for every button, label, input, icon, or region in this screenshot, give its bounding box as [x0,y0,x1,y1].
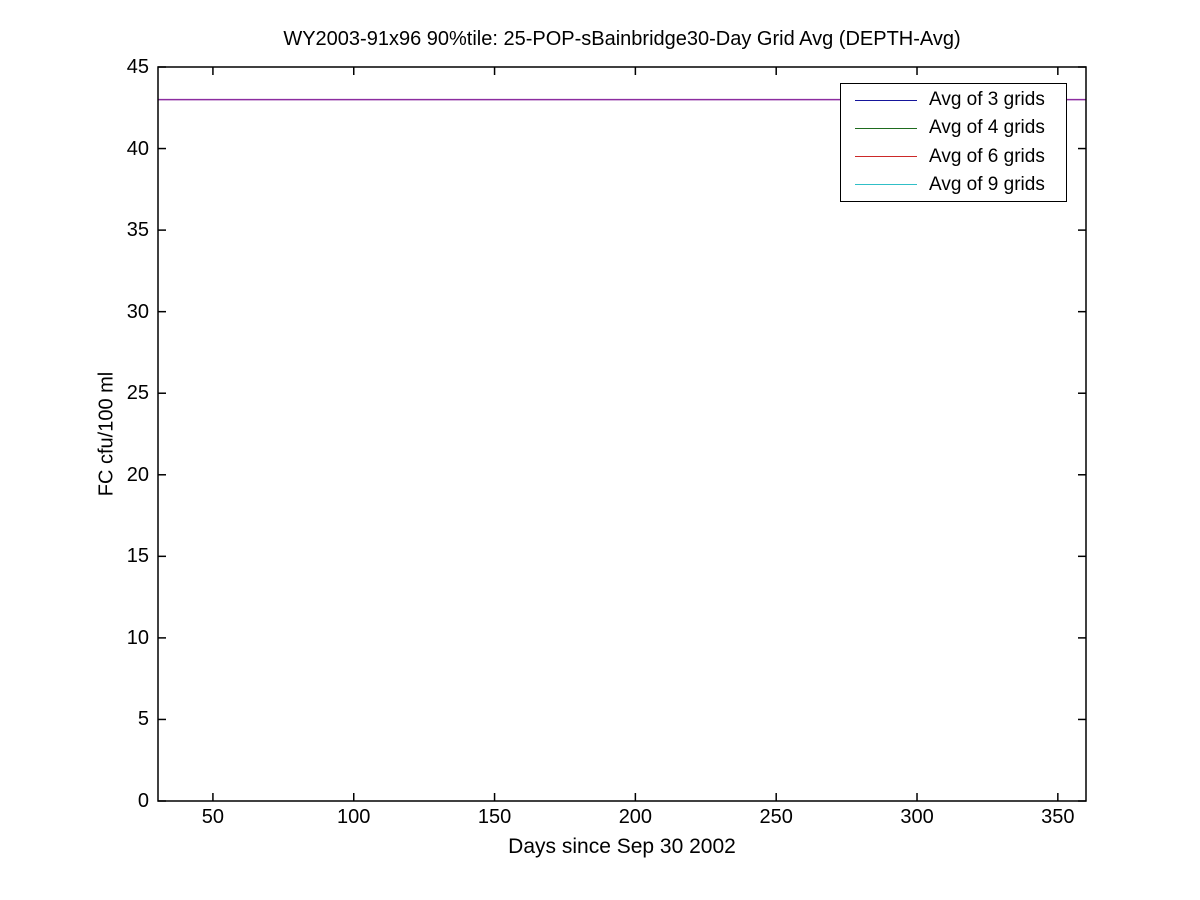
legend-item-label: Avg of 9 grids [929,173,1045,195]
y-tick-label: 20 [126,463,149,486]
legend-item: Avg of 3 grids [841,87,1066,113]
y-tick-label: 0 [137,790,149,812]
x-tick-label: 150 [477,806,512,828]
y-tick-label: 25 [126,382,149,405]
axes-box [157,66,1087,802]
legend-item-label: Avg of 6 grids [929,145,1045,167]
legend-item: Avg of 4 grids [841,115,1066,141]
y-tick-label: 5 [137,708,149,731]
chart-title: WY2003-91x96 90%tile: 25-POP-sBainbridge… [283,28,961,50]
legend-swatch-line [855,184,917,186]
legend-swatch-line [855,127,917,129]
y-tick-label: 35 [126,219,149,242]
y-tick-label: 30 [126,300,149,323]
y-tick-label: 45 [126,56,149,78]
y-tick-label: 40 [126,137,149,160]
y-tick-label: 10 [126,626,149,649]
x-tick-label: 100 [337,806,371,828]
x-tick-label: 250 [759,806,793,828]
x-axis-label: Days since Sep 30 2002 [508,835,736,858]
x-tick-label: 200 [618,806,653,828]
legend-item: Avg of 9 grids [841,172,1066,198]
x-tick-label: 350 [1041,806,1075,828]
legend-item-label: Avg of 3 grids [929,89,1045,111]
x-tick-label: 50 [201,806,225,828]
legend-swatch-line [855,99,917,101]
legend-item-label: Avg of 4 grids [929,117,1045,139]
y-tick-label: 15 [126,545,149,568]
legend-swatch-line [855,156,917,158]
legend-item: Avg of 6 grids [841,144,1066,170]
legend: Avg of 3 grids Avg of 4 grids Avg of 6 gri… [840,83,1067,202]
x-tick-label: 300 [900,806,934,828]
